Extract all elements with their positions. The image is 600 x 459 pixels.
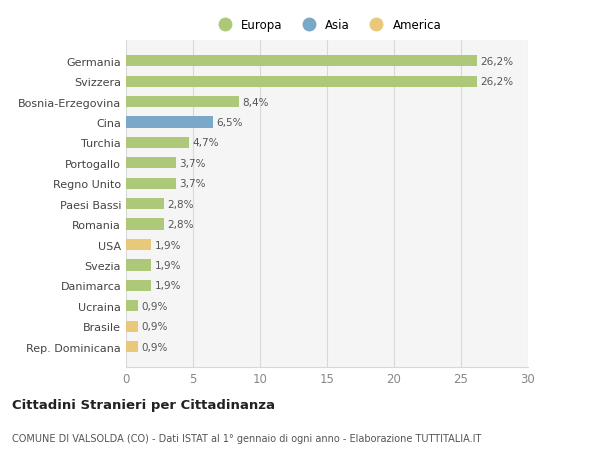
Text: 8,4%: 8,4% bbox=[242, 97, 268, 107]
Text: 4,7%: 4,7% bbox=[193, 138, 219, 148]
Text: 2,8%: 2,8% bbox=[167, 199, 193, 209]
Bar bbox=[126, 260, 151, 271]
Text: 26,2%: 26,2% bbox=[481, 57, 514, 67]
Text: 0,9%: 0,9% bbox=[142, 321, 168, 331]
Bar bbox=[126, 219, 164, 230]
Text: 1,9%: 1,9% bbox=[155, 281, 181, 291]
Text: 3,7%: 3,7% bbox=[179, 179, 205, 189]
Bar bbox=[126, 321, 138, 332]
Bar bbox=[126, 301, 138, 312]
Bar bbox=[126, 341, 138, 353]
Bar bbox=[126, 280, 151, 291]
Text: Cittadini Stranieri per Cittadinanza: Cittadini Stranieri per Cittadinanza bbox=[12, 398, 275, 412]
Text: 0,9%: 0,9% bbox=[142, 301, 168, 311]
Bar bbox=[126, 178, 176, 190]
Bar bbox=[126, 117, 213, 129]
Text: 0,9%: 0,9% bbox=[142, 342, 168, 352]
Bar bbox=[126, 97, 239, 108]
Text: 1,9%: 1,9% bbox=[155, 240, 181, 250]
Text: 26,2%: 26,2% bbox=[481, 77, 514, 87]
Text: 3,7%: 3,7% bbox=[179, 158, 205, 168]
Text: 2,8%: 2,8% bbox=[167, 219, 193, 230]
Bar bbox=[126, 199, 164, 210]
Bar bbox=[126, 56, 477, 67]
Bar bbox=[126, 158, 176, 169]
Bar bbox=[126, 138, 189, 149]
Bar bbox=[126, 240, 151, 251]
Text: COMUNE DI VALSOLDA (CO) - Dati ISTAT al 1° gennaio di ogni anno - Elaborazione T: COMUNE DI VALSOLDA (CO) - Dati ISTAT al … bbox=[12, 433, 481, 442]
Bar bbox=[126, 77, 477, 88]
Text: 1,9%: 1,9% bbox=[155, 260, 181, 270]
Text: 6,5%: 6,5% bbox=[217, 118, 243, 128]
Legend: Europa, Asia, America: Europa, Asia, America bbox=[208, 15, 446, 37]
